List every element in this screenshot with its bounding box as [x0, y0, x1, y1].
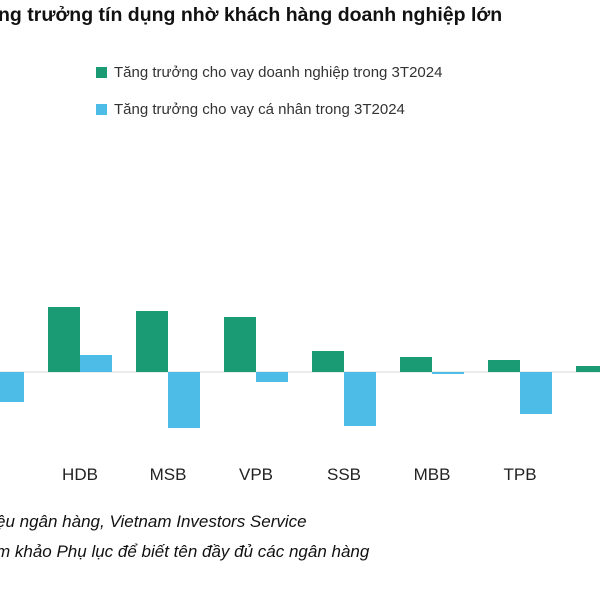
x-tick-label: MBB: [414, 465, 451, 484]
bar-retail-vpb: [256, 372, 288, 382]
legend-item-retail-loans: Tăng trưởng cho vay cá nhân trong 3T2024: [96, 98, 405, 120]
legend-swatch-corporate-loans: [96, 66, 107, 78]
x-tick-label: HDB: [62, 465, 98, 484]
bar-retail-mbb: [432, 372, 464, 374]
bar-retail-b: [0, 372, 24, 402]
bar-corporate-msb: [136, 311, 168, 372]
legend-label-corporate-loans: Tăng trưởng cho vay doanh nghiệp trong 3…: [114, 63, 443, 81]
bar-corporate-mbb: [400, 357, 432, 372]
bar-corporate-s: [576, 366, 600, 372]
bar-corporate-tpb: [488, 360, 520, 372]
source-note: ệu ngân hàng, Vietnam Investors Service: [0, 512, 307, 531]
bar-retail-hdb: [80, 355, 112, 372]
bar-retail-msb: [168, 372, 200, 428]
legend-swatch-retail-loans: [96, 103, 107, 115]
bar-corporate-vpb: [224, 317, 256, 372]
x-tick-label: MSB: [150, 465, 187, 484]
legend-item-corporate-loans: Tăng trưởng cho vay doanh nghiệp trong 3…: [96, 61, 442, 83]
chart-title: ng trưởng tín dụng nhờ khách hàng doanh …: [0, 4, 503, 26]
x-tick-label: SSB: [327, 465, 361, 484]
legend-label-retail-loans: Tăng trưởng cho vay cá nhân trong 3T2024: [114, 100, 405, 118]
x-tick-label: TPB: [503, 465, 536, 484]
bar-corporate-hdb: [48, 307, 80, 372]
footnote: m khảo Phụ lục để biết tên đầy đủ các ng…: [0, 542, 370, 561]
x-tick-label: VPB: [239, 465, 273, 484]
bar-corporate-ssb: [312, 351, 344, 372]
bar-retail-tpb: [520, 372, 552, 414]
bar-retail-ssb: [344, 372, 376, 426]
